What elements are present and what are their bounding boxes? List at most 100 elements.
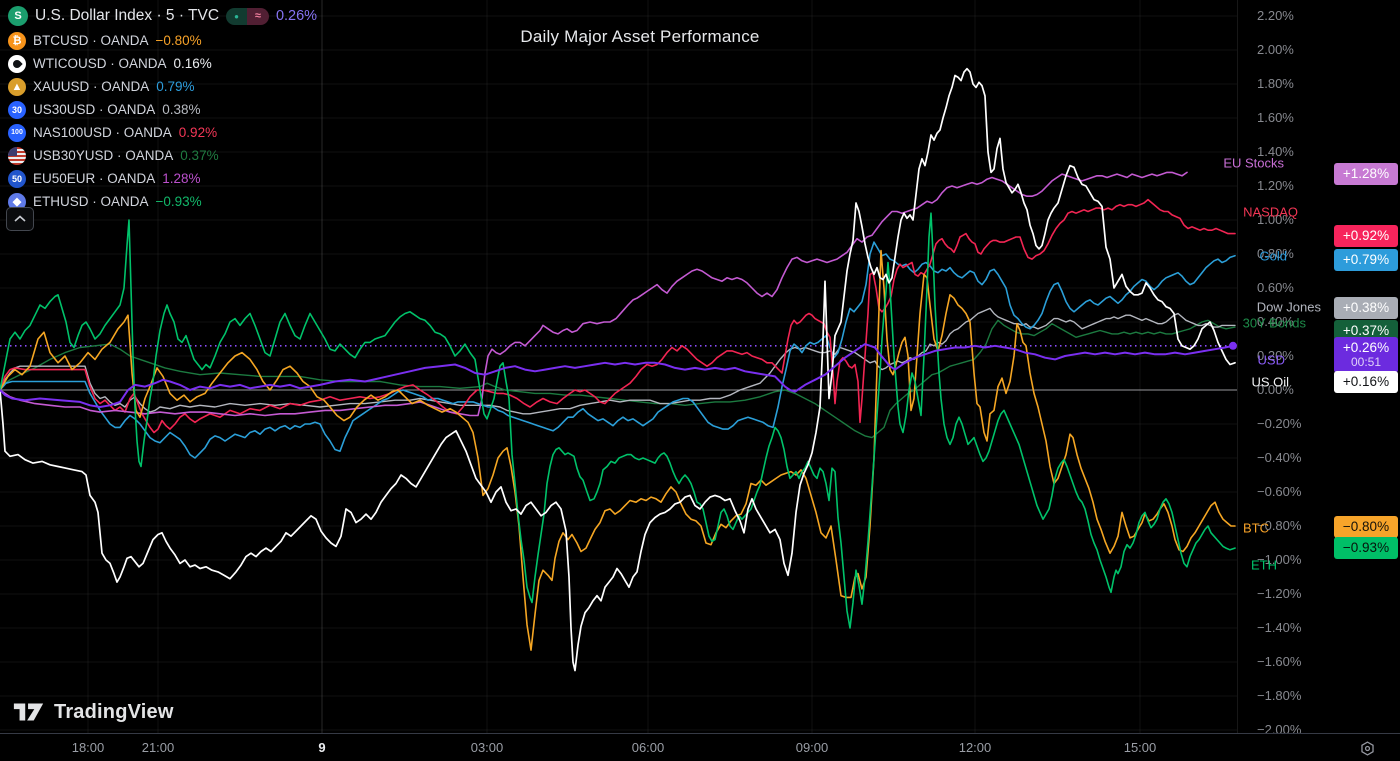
usb30y-symbol-icon [8,146,26,165]
legend-symbol-text: U.S. Dollar Index · 5 · TVC [35,7,220,24]
series-label-eth: ETH [1251,557,1277,573]
legend-collapse-button[interactable] [6,207,34,231]
time-tick-03:00: 03:00 [470,740,504,755]
series-label-bonds: 30Y Bonds [1242,315,1306,331]
series-line-dow [0,307,1236,415]
legend-change-value: 0.16% [173,56,212,71]
price-badge-value: +0.37% [1342,323,1390,339]
price-tick-−1.00%: −1.00% [1257,552,1302,567]
price-tick-1.60%: 1.60% [1257,110,1294,125]
chart-title: Daily Major Asset Performance [520,27,760,46]
price-tick-1.20%: 1.20% [1257,178,1294,193]
legend-symbol-text: XAUUSD · OANDA [33,79,150,94]
legend-symbol-text: NAS100USD · OANDA [33,125,172,140]
legend-change-value: −0.93% [155,194,202,209]
us30-symbol-icon: 30 [8,100,26,119]
legend-row-usb30y[interactable]: USB30YUSD · OANDA 0.37% [8,144,317,167]
approx-pill: ≈ [246,7,269,25]
price-badge-value: +0.26% [1342,340,1390,356]
legend-change-value: 0.26% [275,8,318,24]
legend-symbol-text: WTICOUSD · OANDA [33,56,167,71]
legend-symbol-text: ETHUSD · OANDA [33,194,149,209]
candle-countdown: 00:51 [1350,354,1382,369]
legend-row-btc[interactable]: ₿ BTCUSD · OANDA −0.80% [8,29,317,52]
time-axis[interactable]: 18:00 21:00 9 03:00 06:00 09:00 12:00 15:00 [0,733,1400,761]
indicator-status-pills[interactable]: ● ≈ [226,7,269,25]
legend-row-wti[interactable]: WTICOUSD · OANDA 0.16% [8,52,317,75]
wti-symbol-icon [8,54,26,73]
price-badge-value: +0.38% [1342,300,1390,316]
legend-change-value: 0.92% [178,125,218,140]
eu50-symbol-icon: 50 [8,169,26,188]
series-label-dow: Dow Jones [1256,299,1321,315]
tradingview-logo[interactable]: TradingView [12,698,174,726]
price-badge-value: +0.79% [1342,252,1390,268]
usdx-symbol-icon: S [8,6,28,26]
usd-last-price-dot [1229,341,1237,350]
chart-canvas[interactable] [0,0,1237,733]
price-tick-−0.60%: −0.60% [1257,484,1302,499]
series-line-btc [0,249,1236,651]
price-badge-value: +0.16% [1342,374,1390,390]
price-badge-usd: +0.26% 00:51 [1334,337,1398,373]
price-badge-value: −0.80% [1342,519,1390,535]
price-tick-1.00%: 1.00% [1257,212,1294,227]
legend-row-us30[interactable]: 30 US30USD · OANDA 0.38% [8,98,317,121]
price-badge-btc: −0.80% [1334,516,1398,538]
time-tick-9: 9 [318,740,326,755]
series-label-gold: Gold [1259,248,1287,264]
marker-dot-pill: ● [226,7,247,25]
legend-symbol-text: US30USD · OANDA [33,102,156,117]
legend-row-xau[interactable]: ▲ XAUUSD · OANDA 0.79% [8,75,317,98]
price-tick-−0.20%: −0.20% [1257,416,1302,431]
price-badge-oil: +0.16% [1334,371,1398,393]
price-badge-dow: +0.38% [1334,297,1398,319]
price-tick-0.20%: 0.20% [1257,348,1294,363]
legend-row-eu50[interactable]: 50 EU50EUR · OANDA 1.28% [8,167,317,190]
oil-drop-glyph [11,57,23,70]
price-badge-value: +0.92% [1342,228,1390,244]
legend-symbol-text: EU50EUR · OANDA [33,171,156,186]
time-tick-21:00: 21:00 [141,740,175,755]
legend-change-value: −0.80% [155,33,202,48]
price-tick-−0.40%: −0.40% [1257,450,1302,465]
series-line-oil [0,67,1236,672]
price-tick-−1.40%: −1.40% [1257,620,1302,635]
price-badge-nasdaq: +0.92% [1334,225,1398,247]
series-line-gold [0,241,1236,459]
series-label-usd: USD [1257,352,1285,368]
price-tick-1.80%: 1.80% [1257,76,1294,91]
legend-change-value: 0.79% [156,79,195,94]
legend-row-eth[interactable]: ◆ ETHUSD · OANDA −0.93% [8,190,317,213]
price-tick-0.40%: 0.40% [1257,314,1294,329]
price-tick-−1.20%: −1.20% [1257,586,1302,601]
price-badge-value: −0.93% [1342,540,1390,556]
price-tick-−1.60%: −1.60% [1257,654,1302,669]
price-badge-value: +1.28% [1342,166,1390,182]
price-badge-gold: +0.79% [1334,249,1398,271]
series-line-eth [0,212,1236,629]
time-tick-18:00: 18:00 [71,740,105,755]
price-tick-2.00%: 2.00% [1257,42,1294,57]
series-line-nasdaq [0,198,1236,434]
legend-row-nas100[interactable]: 100 NAS100USD · OANDA 0.92% [8,121,317,144]
time-tick-15:00: 15:00 [1123,740,1157,755]
price-tick-−0.80%: −0.80% [1257,518,1302,533]
price-badge-eu: +1.28% [1334,163,1398,185]
series-label-nasdaq: NASDAQ [1243,204,1298,220]
series-label-btc: BTC [1243,520,1269,536]
legend-symbol-text: USB30YUSD · OANDA [33,148,174,163]
chevron-up-icon [14,215,26,222]
legend-symbol-text: BTCUSD · OANDA [33,33,149,48]
price-badge-eth: −0.93% [1334,537,1398,559]
timescale-settings-button[interactable] [1356,737,1378,759]
tradingview-logo-icon [13,703,44,721]
time-tick-06:00: 06:00 [631,740,665,755]
series-line-usd [0,343,1234,408]
price-badge-bonds: +0.37% [1334,320,1398,342]
time-tick-09:00: 09:00 [795,740,829,755]
series-label-eu: EU Stocks [1223,155,1284,171]
legend-row-usdx[interactable]: S U.S. Dollar Index · 5 · TVC ● ≈0.26% [8,3,317,29]
price-axis[interactable]: 2.20% 2.00% 1.80% 1.60% 1.40% 1.20% 1.00% 0.80%… [1237,0,1400,737]
